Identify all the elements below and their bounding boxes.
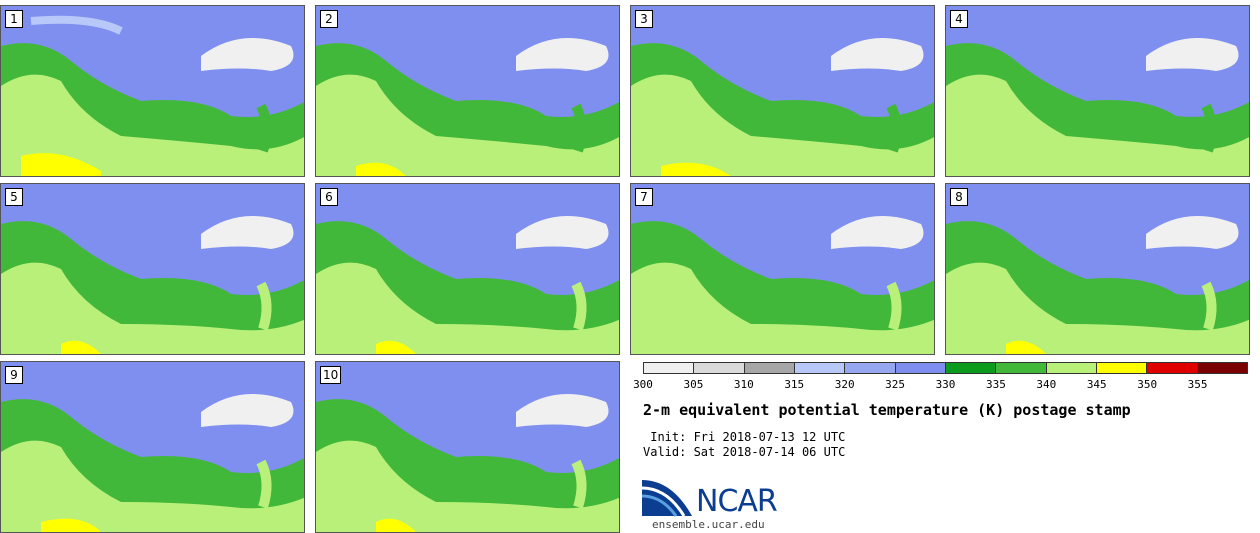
init-time: Init: Fri 2018-07-13 12 UTC: [643, 430, 846, 444]
panel-number: 3: [635, 10, 653, 28]
map-panel-6: 6: [315, 183, 620, 355]
ncar-logo-icon: [642, 480, 692, 517]
map-image: [316, 184, 619, 354]
colorbar-segment: [1096, 363, 1148, 373]
panel-number: 2: [320, 10, 338, 28]
map-panel-7: 7: [630, 183, 935, 355]
map-panel-5: 5: [0, 183, 305, 355]
colorbar-tick-label: 325: [885, 378, 906, 391]
map-image: [946, 6, 1249, 176]
map-image: [631, 6, 934, 176]
map-image: [1, 184, 304, 354]
colorbar-segment: [644, 363, 695, 373]
map-panel-10: 10: [315, 361, 620, 533]
colorbar-segment: [1147, 363, 1198, 373]
colorbar-segment: [744, 363, 795, 373]
colorbar-segment: [996, 363, 1047, 373]
site-url: ensemble.ucar.edu: [652, 518, 765, 531]
colorbar-ticks: 300 305 310 315 320 325 330 335 340 345 350 355: [633, 378, 1248, 392]
colorbar-segment: [694, 363, 745, 373]
colorbar-tick-label: 350: [1137, 378, 1158, 391]
colorbar-segment: [1046, 363, 1097, 373]
panel-number: 4: [950, 10, 968, 28]
map-image: [316, 362, 619, 532]
colorbar-tick-label: 345: [1086, 378, 1107, 391]
colorbar-segment: [1197, 363, 1247, 373]
map-image: [1, 362, 304, 532]
panel-number: 6: [320, 188, 338, 206]
colorbar-tick-label: 320: [834, 378, 855, 391]
map-panel-4: 4: [945, 5, 1250, 177]
map-image: [316, 6, 619, 176]
panel-number: 10: [320, 366, 342, 384]
map-panel-2: 2: [315, 5, 620, 177]
panel-number: 9: [5, 366, 23, 384]
colorbar-segment: [794, 363, 846, 373]
panel-number: 1: [5, 10, 23, 28]
panel-number: 5: [5, 188, 23, 206]
chart-title: 2-m equivalent potential temperature (K)…: [643, 401, 1131, 419]
map-panel-3: 3: [630, 5, 935, 177]
map-image: [1, 6, 304, 176]
valid-time: Valid: Sat 2018-07-14 06 UTC: [643, 445, 846, 459]
colorbar-tick-label: 330: [935, 378, 956, 391]
map-panel-1: 1: [0, 5, 305, 177]
logo-text: NCAR: [696, 484, 778, 519]
colorbar-segment: [895, 363, 946, 373]
colorbar-tick-label: 340: [1036, 378, 1057, 391]
map-panel-9: 9: [0, 361, 305, 533]
colorbar-segment: [845, 363, 896, 373]
colorbar-tick-label: 300: [633, 378, 653, 391]
colorbar-tick-label: 335: [985, 378, 1006, 391]
colorbar-tick-label: 355: [1187, 378, 1208, 391]
colorbar-tick-label: 315: [784, 378, 805, 391]
panel-number: 7: [635, 188, 653, 206]
colorbar-tick-label: 305: [683, 378, 704, 391]
colorbar-segment: [945, 363, 997, 373]
colorbar-tick-label: 310: [733, 378, 754, 391]
panel-number: 8: [950, 188, 968, 206]
colorbar: [643, 362, 1248, 374]
map-image: [946, 184, 1249, 354]
map-image: [631, 184, 934, 354]
map-panel-8: 8: [945, 183, 1250, 355]
